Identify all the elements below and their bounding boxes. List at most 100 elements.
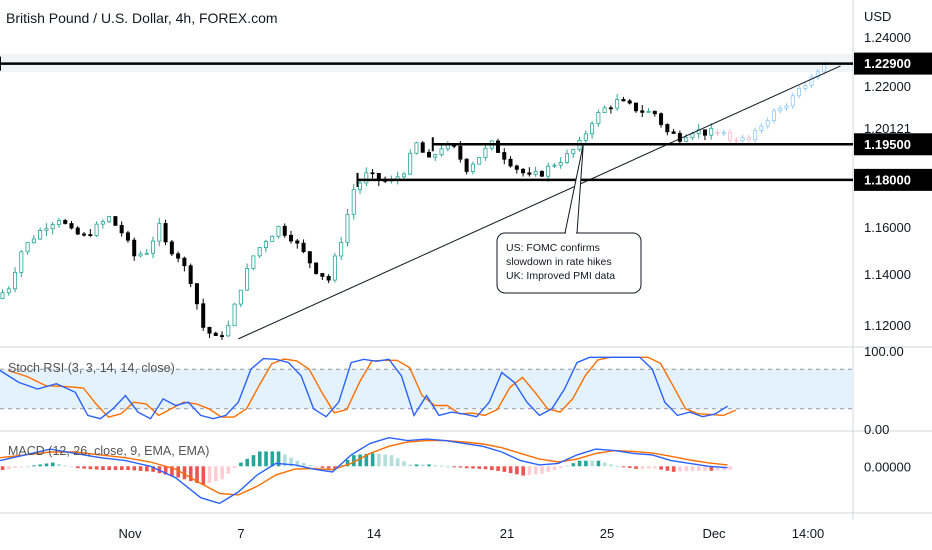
- candle-body: [207, 326, 212, 334]
- axis-labels: USD 1.24000 1.22000 1.20121 1.16000 1.14000 1.…: [8, 9, 932, 541]
- candle-body: [433, 154, 438, 158]
- macd-hist-bar: [502, 466, 507, 472]
- candle-body: [358, 182, 363, 191]
- macd-hist-bar: [101, 466, 105, 470]
- candle-body: [38, 230, 43, 240]
- macd-hist-bar: [113, 466, 118, 470]
- candle-body: [640, 110, 645, 113]
- candle-body: [295, 240, 300, 244]
- candle-body: [420, 142, 425, 153]
- macd-hist-bar: [433, 465, 438, 467]
- candle-body: [665, 124, 670, 133]
- trendline: [238, 65, 841, 340]
- projection-body: [797, 88, 802, 97]
- candle-body: [502, 152, 507, 160]
- macd-hist-bar: [408, 464, 413, 467]
- level-tag-bg-1: [854, 133, 932, 156]
- macd-hist-bar: [7, 466, 11, 470]
- macd-hist-bar: [182, 466, 187, 480]
- candle-body: [276, 225, 281, 237]
- macd-hist-bar: [402, 461, 406, 467]
- macd-hist-bar: [301, 462, 306, 467]
- projection-body: [771, 110, 776, 121]
- price-tick-0: 1.24000: [864, 30, 911, 45]
- macd-hist-bar: [126, 466, 130, 470]
- projection-body: [815, 71, 820, 78]
- macd-hist-bar: [19, 466, 24, 468]
- price-tick-5: 1.12000: [864, 318, 911, 333]
- stoch-k-line: [0, 356, 728, 420]
- macd-hist-bar: [496, 466, 500, 471]
- macd-hist-bar: [571, 463, 576, 467]
- candle-body: [477, 157, 482, 165]
- macd-hist-bar: [239, 462, 243, 467]
- candle-body: [0, 292, 5, 299]
- macd-hist-bar: [690, 466, 695, 471]
- macd-tick-0: 0.00000: [864, 459, 911, 474]
- level-tag-1: 1.19500: [864, 137, 911, 152]
- macd-hist-bar: [671, 466, 676, 472]
- macd-hist-bar: [195, 466, 199, 483]
- level-tag-bg-0: [854, 52, 932, 75]
- macd-hist-bar: [634, 466, 638, 469]
- macd-hist-bar: [283, 454, 287, 467]
- candle-body: [151, 240, 156, 254]
- candle-body: [564, 153, 569, 163]
- projection-body: [790, 95, 795, 107]
- candle-body: [546, 165, 551, 177]
- candle-body: [684, 137, 689, 142]
- candle-body: [251, 255, 256, 269]
- candle-body: [458, 145, 463, 160]
- chart-title: British Pound / U.S. Dollar, 4h, FOREX.c…: [6, 10, 278, 26]
- macd-hist-bar: [665, 466, 670, 471]
- projection-body: [765, 120, 770, 127]
- candle-body: [220, 335, 225, 337]
- macd-hist-bar: [308, 464, 312, 467]
- candle-body: [270, 235, 275, 242]
- candle-body: [63, 220, 68, 224]
- annotation-line-0: US: FOMC confirms: [506, 242, 600, 254]
- macd-hist-bar: [370, 453, 375, 467]
- macd-hist-bar: [477, 466, 482, 469]
- macd-hist-bar: [439, 465, 444, 467]
- candle-body: [75, 227, 80, 235]
- macd-hist-bar: [170, 466, 174, 477]
- candle-body: [88, 234, 93, 236]
- candle-body: [364, 172, 369, 184]
- macd-hist-bar: [119, 466, 124, 470]
- macd-hist-bar: [715, 466, 720, 471]
- level-tag-bg-2: [854, 168, 932, 191]
- macd-hist-bar: [559, 466, 563, 469]
- candle-body: [169, 241, 174, 255]
- candle-body: [351, 189, 356, 215]
- macd-hist-bar: [552, 466, 557, 470]
- projection-body: [822, 64, 827, 73]
- candle-body: [157, 223, 162, 242]
- candle-body: [113, 216, 118, 226]
- macd-hist-bar: [722, 466, 726, 471]
- candle-body: [332, 255, 337, 281]
- macd-hist-bar: [132, 466, 137, 471]
- candle-body: [408, 152, 413, 175]
- macd-hist-bar: [32, 465, 36, 467]
- candle-body: [508, 158, 513, 167]
- candle-body: [100, 221, 105, 225]
- candle-body: [470, 163, 475, 172]
- candle-body: [213, 332, 218, 336]
- candle-body: [314, 262, 319, 274]
- candle-body: [552, 164, 557, 167]
- projection-body: [759, 125, 764, 131]
- candle-body: [245, 268, 250, 291]
- projection-body: [734, 139, 739, 142]
- macd-hist-bar: [352, 455, 356, 467]
- candle-body: [339, 241, 344, 257]
- macd-hist-bar: [696, 466, 701, 471]
- candle-body: [583, 133, 588, 141]
- macd-hist-bar: [640, 466, 645, 469]
- macd-hist-bar: [728, 466, 732, 470]
- candle-body: [370, 172, 375, 175]
- candle-body: [602, 107, 607, 113]
- candle-body: [621, 99, 626, 102]
- candle-body: [307, 251, 312, 264]
